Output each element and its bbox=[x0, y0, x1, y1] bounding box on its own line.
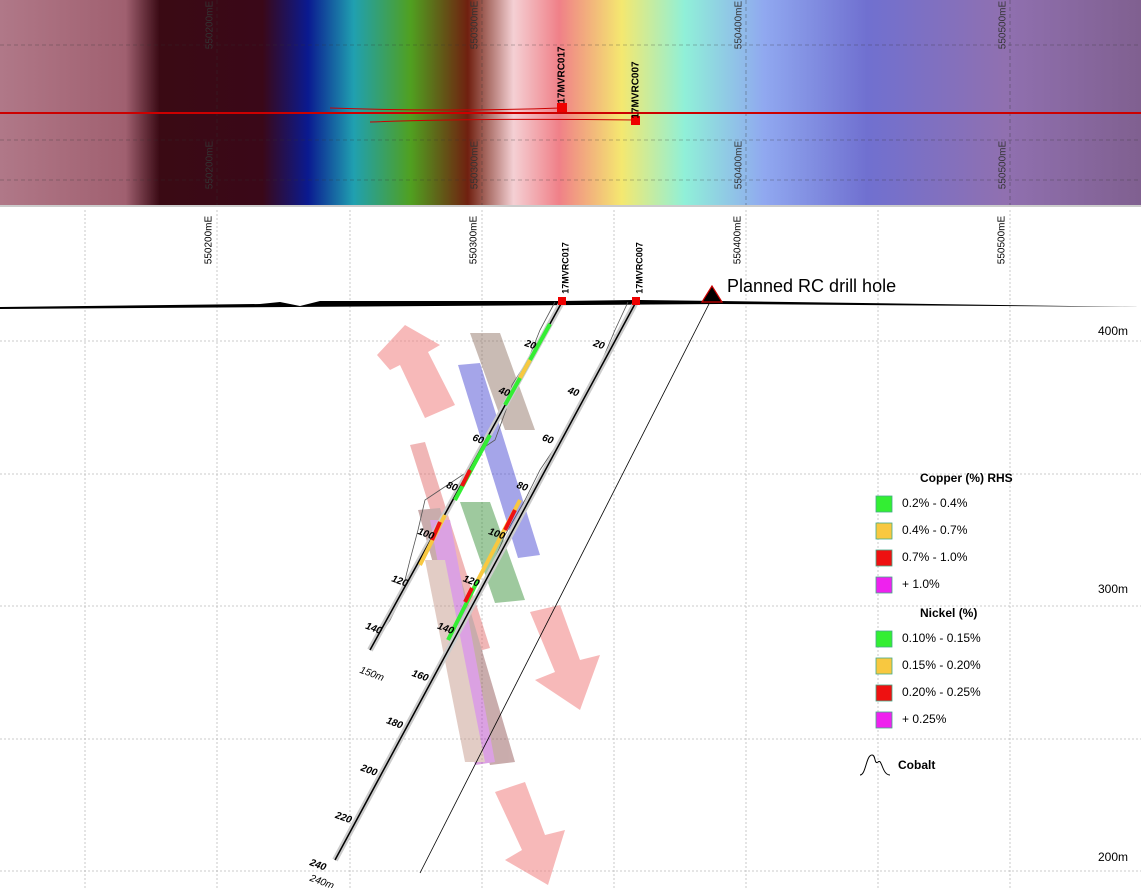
section-hole-label: 17MVRC007 bbox=[634, 242, 644, 294]
legend-swatch bbox=[876, 658, 892, 674]
legend-swatch bbox=[876, 631, 892, 647]
topography bbox=[0, 300, 1141, 309]
depth-label: 200 bbox=[358, 762, 379, 779]
collar bbox=[632, 297, 640, 305]
page: Planned RC drill hole 400m 300m 200m 150… bbox=[0, 0, 1141, 888]
legend-swatch bbox=[876, 550, 892, 566]
plan-easting: 550500mE bbox=[998, 140, 1009, 189]
depth-label: 60 bbox=[541, 433, 556, 447]
elevation-label: 300m bbox=[1098, 582, 1128, 596]
legend-label: Cobalt bbox=[898, 758, 935, 772]
legend-label: 0.4% - 0.7% bbox=[902, 523, 968, 537]
section-easting: 550400mE bbox=[733, 215, 744, 264]
end-depth: 150m bbox=[358, 665, 385, 684]
elevation-label: 400m bbox=[1098, 324, 1128, 338]
depth-label: 40 bbox=[565, 385, 581, 400]
end-depth: 240m bbox=[307, 873, 335, 888]
elevation-label: 200m bbox=[1098, 850, 1128, 864]
planned-collar bbox=[702, 286, 722, 302]
section-easting: 550200mE bbox=[204, 215, 215, 264]
plan-easting: 550400mE bbox=[734, 0, 745, 49]
plan-easting: 550300mE bbox=[470, 140, 481, 189]
legend-label: 0.20% - 0.25% bbox=[902, 685, 981, 699]
cross-section: Planned RC drill hole 400m 300m 200m 150… bbox=[0, 0, 1141, 888]
planned-hole-label: Planned RC drill hole bbox=[727, 276, 896, 296]
legend-swatch bbox=[876, 577, 892, 593]
section-grid bbox=[0, 210, 1141, 888]
section-easting: 550300mE bbox=[469, 215, 480, 264]
plan-hole-label: 17MVRC017 bbox=[557, 46, 568, 104]
plan-map bbox=[0, 0, 1141, 205]
legend-label: 0.15% - 0.20% bbox=[902, 658, 981, 672]
legend-label: 0.7% - 1.0% bbox=[902, 550, 968, 564]
section-hole-label: 17MVRC017 bbox=[560, 242, 570, 294]
collar bbox=[558, 297, 566, 305]
plan-hole-label: 17MVRC007 bbox=[631, 61, 642, 119]
legend-label: + 0.25% bbox=[902, 712, 947, 726]
plan-easting: 550200mE bbox=[205, 0, 216, 49]
plan-easting: 550500mE bbox=[998, 0, 1009, 49]
legend-label: 0.2% - 0.4% bbox=[902, 496, 968, 510]
plan-easting: 550400mE bbox=[734, 140, 745, 189]
legend-swatch bbox=[876, 523, 892, 539]
section-easting: 550500mE bbox=[997, 215, 1008, 264]
legend-title: Nickel (%) bbox=[920, 606, 977, 620]
legend-swatch bbox=[876, 685, 892, 701]
legend-swatch bbox=[876, 496, 892, 512]
depth-label: 20 bbox=[591, 338, 607, 353]
depth-label: 180 bbox=[385, 716, 405, 732]
plan-easting: 550200mE bbox=[205, 140, 216, 189]
legend-label: + 1.0% bbox=[902, 577, 940, 591]
legend-swatch bbox=[876, 712, 892, 728]
plan-easting: 550300mE bbox=[470, 0, 481, 49]
depth-label: 160 bbox=[410, 668, 430, 684]
cobalt-symbol bbox=[860, 755, 890, 775]
legend-label: 0.10% - 0.15% bbox=[902, 631, 981, 645]
legend-title: Copper (%) RHS bbox=[920, 471, 1013, 485]
